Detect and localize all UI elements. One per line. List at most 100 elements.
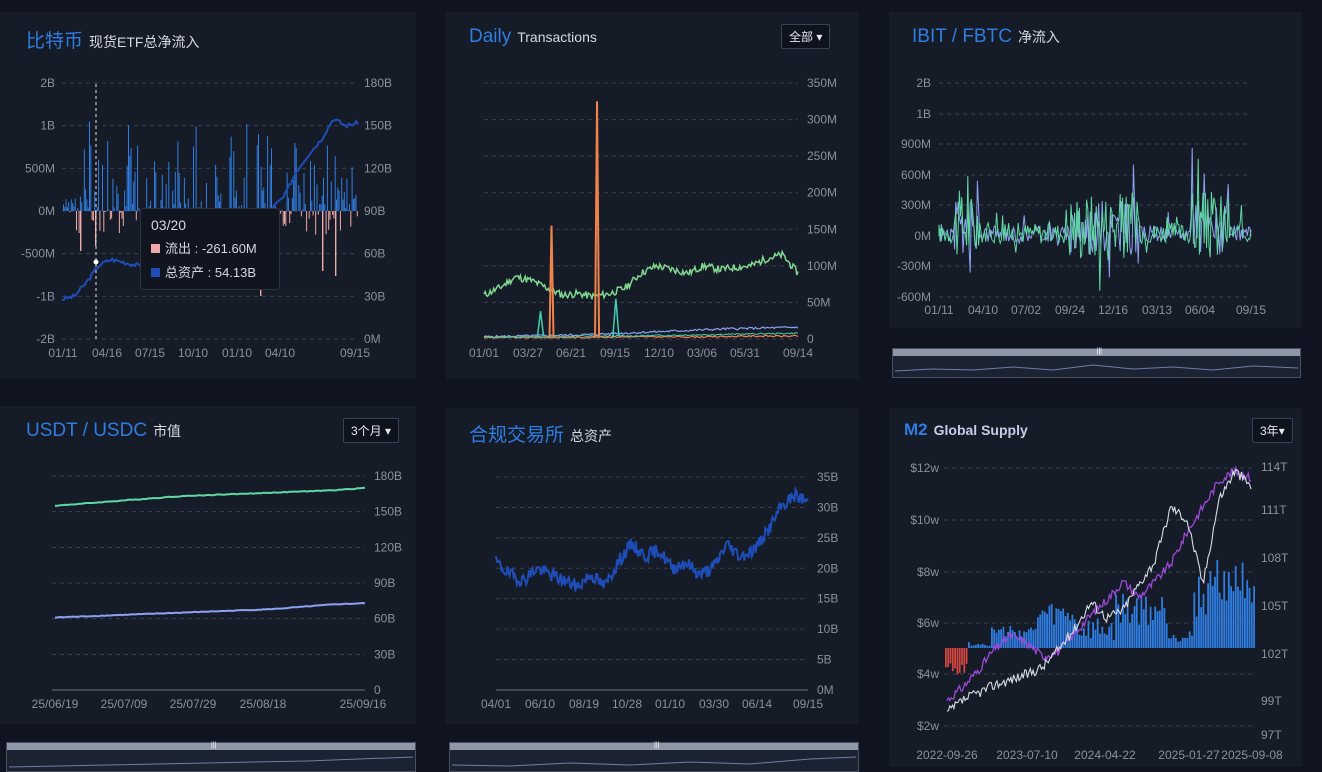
- orange-spike: [550, 226, 554, 337]
- m2-bar: [1131, 614, 1133, 648]
- m2-bar: [1095, 630, 1097, 648]
- inflow-bar: [298, 185, 299, 211]
- x-tick-label: 03/30: [699, 697, 729, 711]
- m2-negative-bar: [952, 648, 954, 671]
- inflow-bar: [270, 165, 271, 211]
- inflow-bar: [116, 186, 117, 211]
- inflow-bar: [124, 191, 125, 211]
- m2-negative-bar: [966, 648, 968, 664]
- inflow-bar: [356, 195, 357, 211]
- outflow-bar: [123, 211, 124, 226]
- inflow-bar: [89, 121, 90, 211]
- ibit-range-slider[interactable]: |||: [892, 348, 1301, 378]
- outflow-bar: [93, 211, 94, 221]
- inflow-bar: [67, 207, 68, 211]
- m2-bar: [1152, 620, 1154, 648]
- outflow-bar: [136, 211, 137, 220]
- inflow-bar: [196, 127, 197, 211]
- inflow-bar: [127, 166, 128, 211]
- x-tick-label: 05/31: [730, 346, 760, 360]
- y-tick-label: 30B: [817, 500, 838, 514]
- btc-etf-chart[interactable]: 2B1B500M0M-500M-1B-2B180B150B120B90B60B3…: [0, 12, 416, 379]
- inflow-bar: [125, 206, 126, 211]
- inflow-bar: [114, 208, 115, 211]
- y-tick-label: -600M: [897, 290, 931, 304]
- outflow-legend-swatch: [151, 244, 160, 253]
- inflow-bar: [246, 124, 247, 211]
- orange-spike: [595, 101, 599, 337]
- x-tick-label: 01/11: [48, 346, 77, 360]
- m2-bar: [1037, 617, 1039, 648]
- stable-range-slider[interactable]: |||: [6, 742, 416, 772]
- x-tick-label: 07/15: [135, 346, 165, 360]
- y-tick-label: -2B: [36, 332, 55, 346]
- outflow-bar: [120, 211, 121, 213]
- m2-bar: [1055, 608, 1057, 648]
- y-tick-label: 1B: [40, 119, 55, 133]
- m2-bar: [1193, 592, 1195, 648]
- y-tick-label: 90B: [364, 204, 385, 218]
- outflow-bar: [333, 211, 334, 218]
- m2-bar: [1237, 587, 1239, 648]
- outflow-bar: [315, 211, 316, 235]
- series-line-green: [484, 252, 798, 300]
- y-tick-label: 105T: [1261, 599, 1289, 613]
- inflow-bar: [193, 147, 194, 211]
- m2-negative-bar: [957, 648, 959, 675]
- m2-negative-bar: [959, 648, 961, 673]
- inflow-bar: [168, 162, 169, 211]
- y-tick-label: 35B: [817, 470, 838, 484]
- m2-bar: [1113, 640, 1115, 648]
- m2-bar: [1060, 611, 1062, 648]
- outflow-bar: [284, 211, 285, 224]
- inflow-bar: [97, 207, 98, 211]
- m2-bar: [1032, 630, 1034, 648]
- inflow-bar: [68, 202, 69, 211]
- m2-bar: [1203, 594, 1205, 648]
- x-tick-label: 2024-04-22: [1074, 748, 1136, 762]
- outflow-bar: [322, 211, 323, 271]
- y-tick-label: 10B: [817, 622, 838, 636]
- x-tick-label: 03/13: [1142, 303, 1172, 317]
- y-tick-label: 600M: [901, 168, 931, 182]
- m2-bar: [1058, 609, 1060, 648]
- m2-bar: [1207, 583, 1209, 648]
- inflow-bar: [336, 200, 337, 211]
- y-tick-label: 97T: [1261, 728, 1282, 742]
- m2-bar: [1249, 588, 1251, 648]
- y-tick-label: 111T: [1261, 503, 1287, 517]
- exchange-range-slider[interactable]: |||: [449, 742, 859, 772]
- m2-bar: [1198, 577, 1200, 648]
- inflow-bar: [345, 208, 346, 211]
- m2-bar: [1187, 638, 1189, 648]
- m2-bar: [1170, 638, 1172, 648]
- x-tick-label: 08/19: [569, 697, 599, 711]
- m2-negative-bar: [954, 648, 956, 669]
- inflow-bar: [90, 145, 91, 211]
- m2-chart[interactable]: $12w$10w$8w$6w$4w$2w114T111T108T105T102T…: [889, 408, 1302, 767]
- x-tick-label: 09/15: [340, 346, 370, 360]
- outflow-bar: [335, 211, 336, 276]
- inflow-bar: [322, 196, 323, 211]
- x-tick-label: 25/06/19: [32, 697, 79, 711]
- m2-bar: [1044, 612, 1046, 648]
- y-tick-label: 30B: [364, 289, 385, 303]
- m2-bar: [1046, 614, 1048, 648]
- inflow-bar: [184, 178, 185, 211]
- m2-bar: [1182, 638, 1184, 648]
- x-tick-label: 01/10: [655, 697, 685, 711]
- y-tick-label: 0M: [364, 332, 381, 346]
- inflow-bar: [267, 136, 268, 211]
- outflow-bar: [106, 211, 107, 212]
- m2-bar: [1035, 629, 1037, 648]
- y-tick-label: 0: [374, 683, 381, 697]
- y-tick-label: $12w: [910, 461, 939, 475]
- y-tick-label: 60B: [374, 612, 395, 626]
- m2-bar: [1090, 638, 1092, 648]
- y-tick-label: 150B: [364, 119, 392, 133]
